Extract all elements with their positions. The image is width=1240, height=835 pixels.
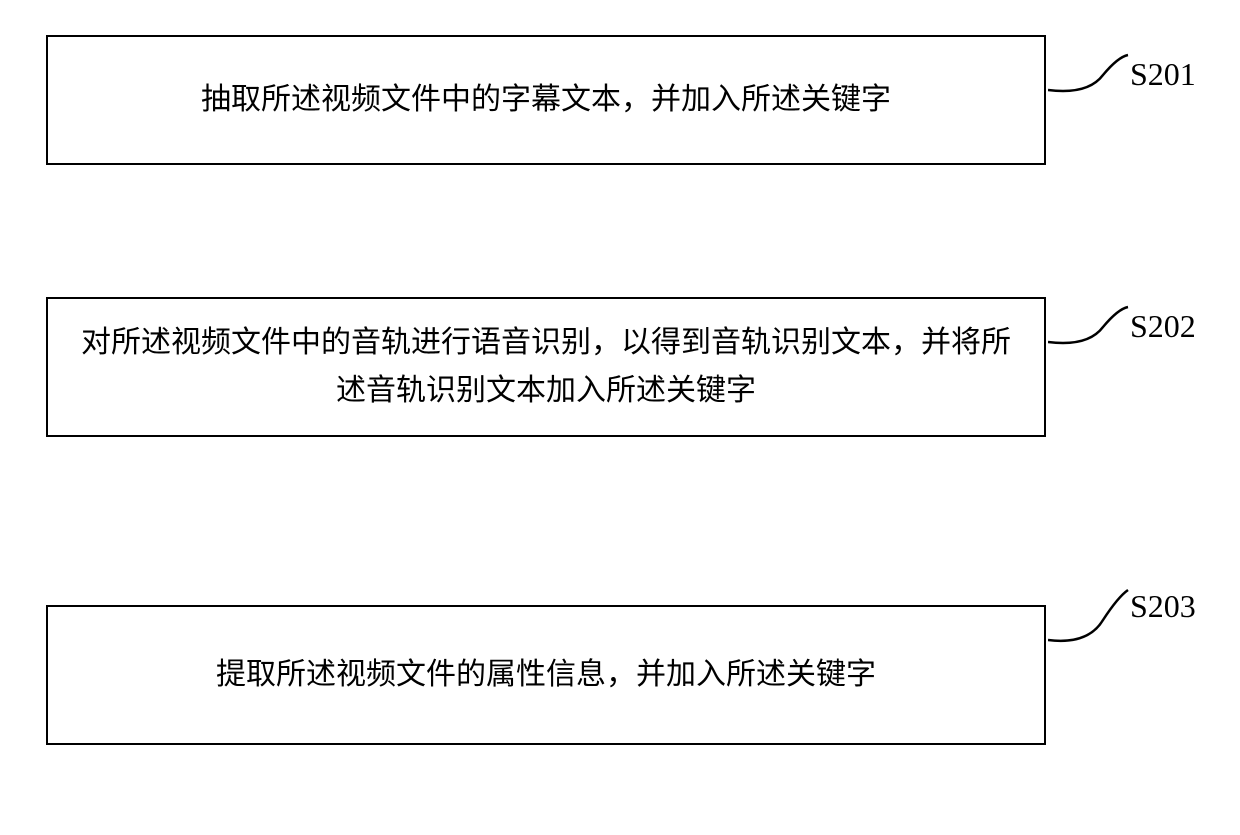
step-3-label: S203 — [1130, 588, 1196, 625]
step-3-box: 提取所述视频文件的属性信息，并加入所述关键字 — [46, 605, 1046, 745]
step-2-container: 对所述视频文件中的音轨进行语音识别，以得到音轨识别文本，并将所述音轨识别文本加入… — [46, 297, 1046, 437]
step-3-container: 提取所述视频文件的属性信息，并加入所述关键字 — [46, 605, 1046, 745]
step-3-connector — [1048, 585, 1133, 655]
step-1-label: S201 — [1130, 56, 1196, 93]
step-2-connector — [1048, 297, 1133, 357]
step-1-text: 抽取所述视频文件中的字幕文本，并加入所述关键字 — [201, 76, 891, 124]
step-2-box: 对所述视频文件中的音轨进行语音识别，以得到音轨识别文本，并将所述音轨识别文本加入… — [46, 297, 1046, 437]
step-2-text: 对所述视频文件中的音轨进行语音识别，以得到音轨识别文本，并将所述音轨识别文本加入… — [68, 319, 1024, 415]
step-1-connector — [1048, 45, 1133, 105]
step-3-text: 提取所述视频文件的属性信息，并加入所述关键字 — [216, 651, 876, 699]
step-1-container: 抽取所述视频文件中的字幕文本，并加入所述关键字 — [46, 35, 1046, 165]
step-1-box: 抽取所述视频文件中的字幕文本，并加入所述关键字 — [46, 35, 1046, 165]
step-2-label: S202 — [1130, 308, 1196, 345]
